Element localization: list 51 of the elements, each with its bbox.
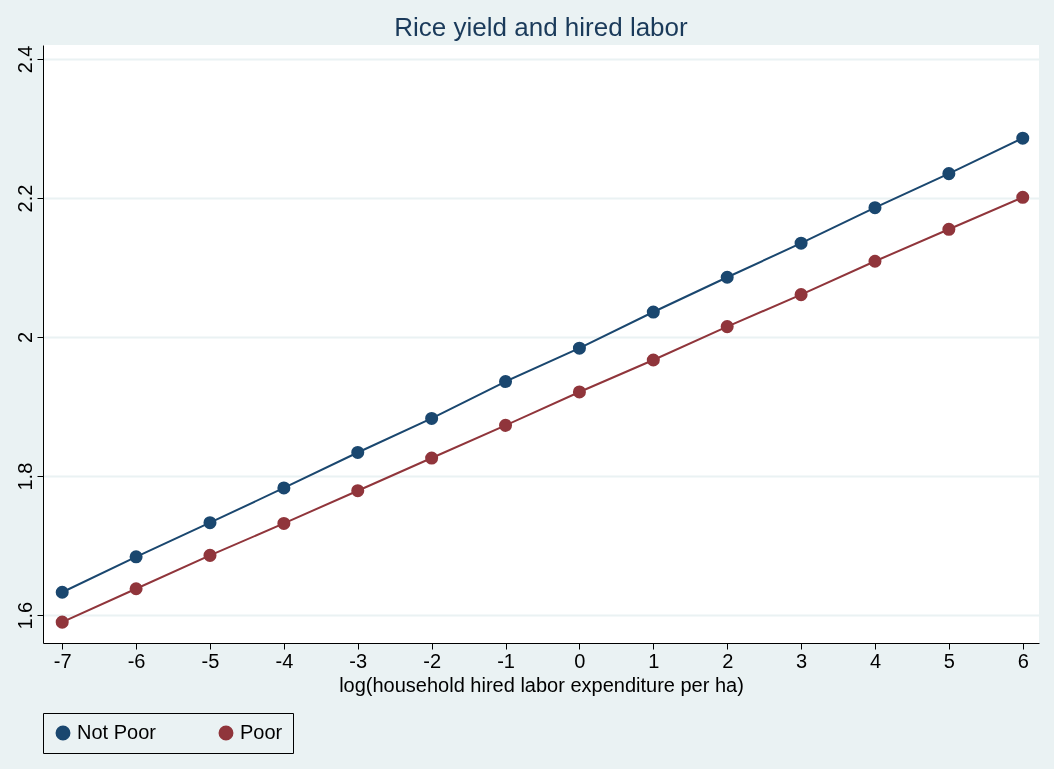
x-tick-label: -6 bbox=[127, 649, 146, 672]
point bbox=[499, 418, 513, 432]
point bbox=[720, 320, 734, 334]
point bbox=[425, 411, 439, 425]
x-tick-label: -4 bbox=[275, 649, 294, 672]
x-tick-label: 2 bbox=[722, 649, 734, 672]
x-tick-label: -2 bbox=[423, 649, 442, 672]
point bbox=[55, 615, 69, 629]
point bbox=[203, 516, 217, 530]
point bbox=[868, 254, 882, 268]
point bbox=[277, 516, 291, 530]
point bbox=[794, 288, 808, 302]
y-tick-label: 1.6 bbox=[13, 601, 36, 630]
point bbox=[129, 582, 143, 596]
point bbox=[1016, 190, 1030, 204]
y-tick-label: 2.2 bbox=[13, 184, 36, 213]
y-tick-label: 2.4 bbox=[13, 45, 36, 74]
point bbox=[868, 201, 882, 215]
point bbox=[499, 375, 513, 389]
point bbox=[942, 167, 956, 181]
x-axis-title: log(household hired labor expenditure per ha) bbox=[339, 673, 744, 696]
x-tick-label: 6 bbox=[1017, 649, 1029, 672]
x-tick-label: 1 bbox=[648, 649, 660, 672]
point bbox=[646, 353, 660, 367]
point bbox=[720, 270, 734, 284]
x-tick-label: -1 bbox=[497, 649, 515, 672]
x-tick-label: -5 bbox=[201, 649, 220, 672]
point bbox=[572, 341, 586, 355]
chart-title: Rice yield and hired labor bbox=[394, 12, 689, 42]
point bbox=[203, 548, 217, 562]
legend-label: Poor bbox=[240, 721, 283, 743]
x-tick-label: 4 bbox=[869, 649, 882, 672]
point bbox=[572, 385, 586, 399]
x-tick-label: -3 bbox=[349, 649, 368, 672]
point bbox=[129, 550, 143, 564]
y-tick-label: 1.8 bbox=[13, 462, 36, 491]
point bbox=[351, 445, 365, 459]
point bbox=[646, 305, 660, 319]
x-tick-label: 0 bbox=[574, 649, 586, 672]
legend-label: Not Poor bbox=[77, 721, 157, 743]
point bbox=[1016, 131, 1030, 145]
y-tick-label: 2 bbox=[13, 331, 36, 344]
point bbox=[425, 451, 439, 465]
x-tick-label: -7 bbox=[53, 649, 72, 672]
x-tick-label: 3 bbox=[796, 649, 808, 672]
point bbox=[351, 484, 365, 498]
point bbox=[277, 481, 291, 495]
point bbox=[794, 236, 808, 250]
point bbox=[55, 585, 69, 599]
point bbox=[942, 222, 956, 236]
x-tick-label: 5 bbox=[943, 649, 955, 672]
